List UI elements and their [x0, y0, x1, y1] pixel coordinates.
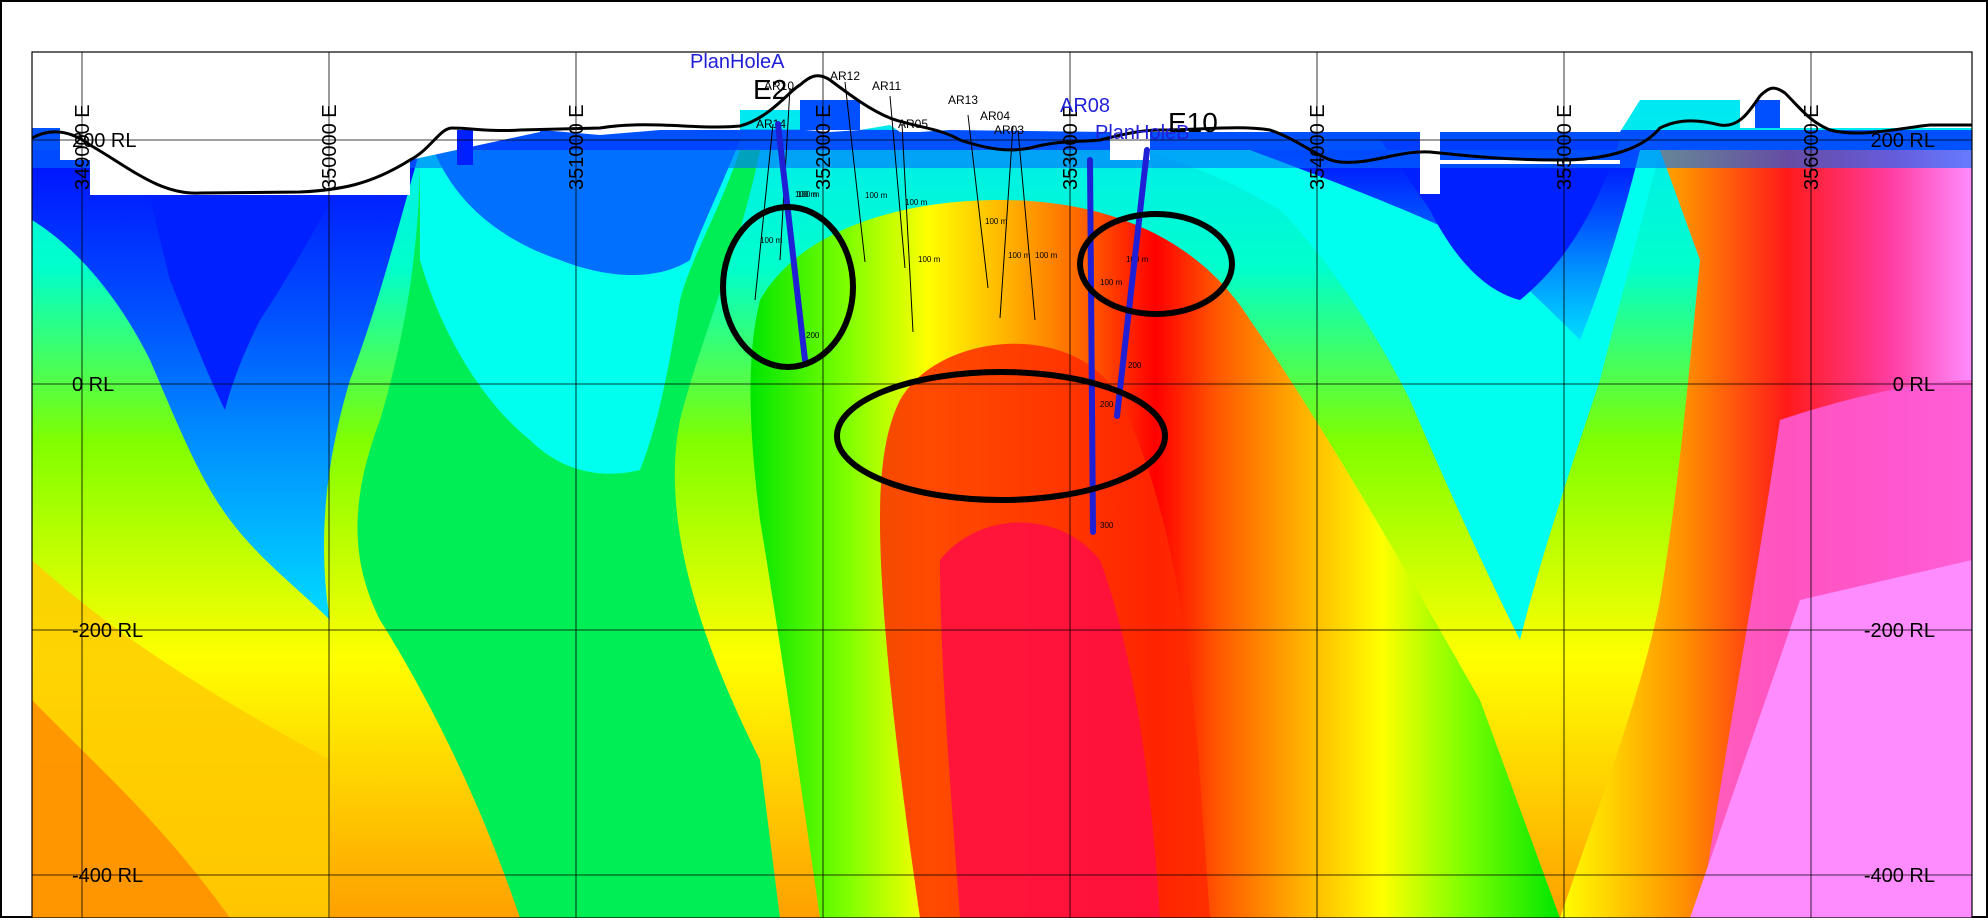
label-ar04: AR04 — [980, 109, 1010, 123]
plan-hole-b-trace — [1114, 147, 1150, 419]
label-ar05: AR05 — [898, 117, 928, 131]
label-ar10: AR10 — [764, 79, 794, 93]
depth-label: 100 m — [1100, 278, 1123, 287]
rl-label-left: 0 RL — [72, 374, 114, 396]
air-gap-1 — [90, 150, 410, 195]
rl-label-right: 0 RL — [1893, 374, 1935, 396]
target-e10-label: E10 — [1168, 107, 1218, 138]
easting-label: 350000 E — [319, 104, 341, 190]
label-ar14: AR14 — [756, 117, 786, 131]
rl-label-right: -400 RL — [1864, 865, 1935, 887]
rl-label-left: -200 RL — [72, 620, 143, 642]
easting-labels: 349000 E 350000 E 351000 E 352000 E 353000 E… — [72, 104, 1823, 190]
depth-label: 200 — [1128, 361, 1142, 370]
depth-label: 100 m — [1035, 251, 1058, 260]
easting-label: 351000 E — [566, 104, 588, 190]
rl-label-left: 200 RL — [72, 130, 137, 152]
air-gap-2 — [1420, 160, 1440, 194]
field-left-orange — [32, 700, 230, 918]
hole-trace-ar11 — [889, 95, 906, 269]
grid — [32, 52, 1972, 918]
hole-trace-ar13 — [967, 114, 989, 289]
depth-label: 100 m — [760, 236, 783, 245]
label-ar13: AR13 — [948, 93, 978, 107]
field-left-trough-core — [140, 150, 360, 410]
depth-label: 100 m — [905, 198, 928, 207]
depth-label: 100 m — [918, 255, 941, 264]
target-ellipse-e10 — [1077, 211, 1235, 317]
label-planholeb: PlanHoleB — [1095, 122, 1190, 144]
plan-hole-a-trace — [775, 121, 808, 363]
hole-trace-ar03 — [1017, 129, 1036, 321]
field-air — [32, 52, 1972, 160]
label-ar12: AR12 — [830, 69, 860, 83]
planned-holes — [775, 121, 1150, 535]
target-ellipses — [720, 204, 1235, 503]
air-gap-3 — [1440, 160, 1620, 164]
easting-label: 353000 E — [1060, 104, 1082, 190]
hole-trace-ar05 — [901, 123, 914, 333]
ar08-trace — [1087, 157, 1096, 535]
field-blue-lobe — [430, 140, 740, 275]
easting-label: 354000 E — [1307, 104, 1329, 190]
rl-label-right: 200 RL — [1871, 130, 1936, 152]
target-ellipse-deep — [834, 369, 1168, 503]
target-e2-label: E2 — [753, 74, 787, 105]
easting-label: 355000 E — [1554, 104, 1576, 190]
depth-label: 200 — [806, 331, 820, 340]
hole-trace-ar12 — [844, 81, 866, 263]
depth-label: 200 — [1100, 400, 1114, 409]
topography-line — [31, 74, 1972, 195]
hole-trace-ar04 — [999, 125, 1014, 319]
depth-label: 100 m — [797, 190, 820, 199]
easting-label: 349000 E — [72, 104, 94, 190]
rl-label-left: -400 RL — [72, 865, 143, 887]
depth-label: 100 m — [1008, 251, 1031, 260]
label-planholea: PlanHoleA — [690, 51, 785, 73]
label-ar08: AR08 — [1060, 95, 1110, 117]
surface-block — [1755, 100, 1780, 128]
contour-field — [32, 52, 1972, 918]
target-ellipse-e2 — [720, 204, 856, 370]
label-ar11: AR11 — [872, 79, 901, 93]
rl-labels: 200 RL 200 RL 0 RL 0 RL -200 RL -200 RL -400 R… — [72, 130, 1935, 887]
depth-label: 100 m — [865, 191, 888, 200]
easting-label: 356000 E — [1801, 104, 1823, 190]
easting-label: 352000 E — [813, 104, 835, 190]
surface-block-3 — [457, 130, 473, 165]
label-ar03: AR03 — [994, 123, 1024, 137]
depth-label: 100 m — [985, 217, 1008, 226]
depth-label: 100 m — [795, 190, 818, 199]
rl-label-right: -200 RL — [1864, 620, 1935, 642]
depth-label: 300 — [1100, 521, 1114, 530]
field-core-magenta — [940, 522, 1160, 918]
existing-hole-labels: AR14 AR10 AR12 AR11 AR05 AR13 AR04 AR03 — [756, 69, 1024, 137]
field-right-pink — [1690, 560, 1972, 918]
